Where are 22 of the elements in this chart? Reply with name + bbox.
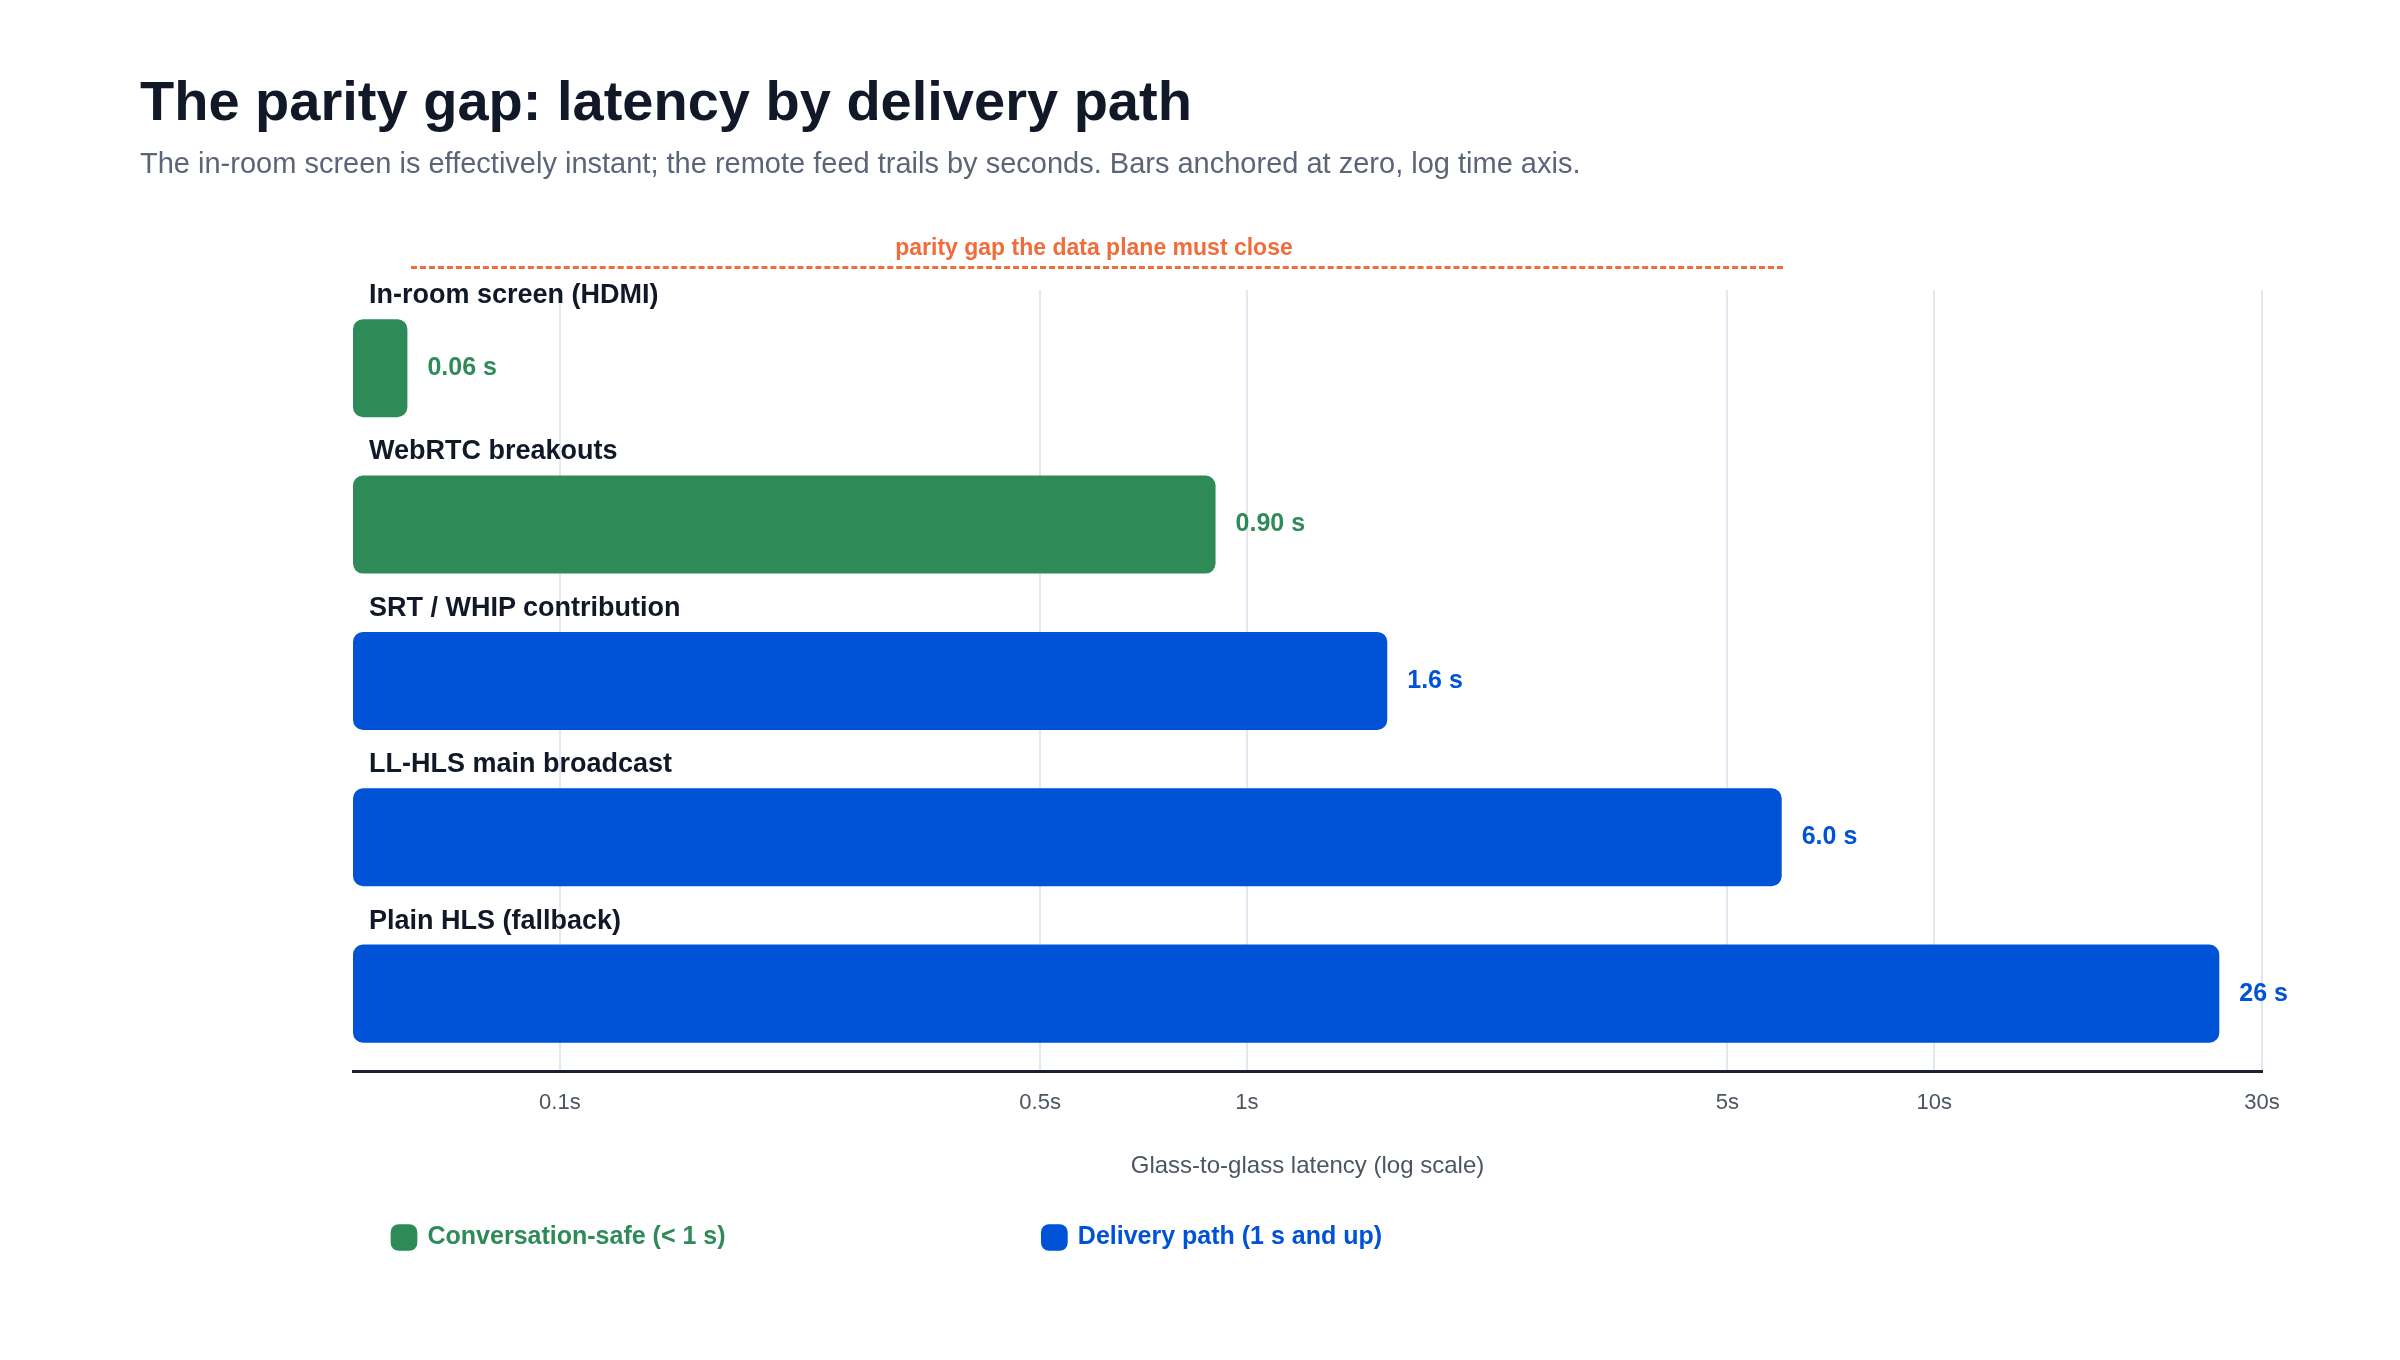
x-tick-label: 0.5s (1019, 1089, 1061, 1115)
text: parity gap the data plane must close (895, 233, 1293, 260)
x-tick-label: 30s (2244, 1089, 2280, 1115)
chart-subtitle: The in-room screen is effectively instant; the remote feed trails by seconds. Bars anchored at zero, log time axis. (140, 147, 1582, 180)
y-tick-label: WebRTC breakouts (369, 435, 618, 466)
data-label: 1.6 s (1407, 664, 1463, 693)
x-tick-label: 0.1s (539, 1089, 581, 1115)
x-axis-title: Glass-to-glass latency (log scale) (1130, 1151, 1485, 1179)
data-label: 26 s (2239, 977, 2288, 1006)
legend-label: Conversation-safe (< 1 s) (427, 1221, 1004, 1250)
data-label: 0.06 s (427, 352, 497, 381)
data-label: 0.90 s (1235, 508, 1306, 537)
y-tick-label: In-room screen (HDMI) (369, 279, 659, 310)
chart-title: The parity gap: latency by delivery path (140, 68, 1193, 133)
x-tick-label: 1s (1235, 1089, 1259, 1115)
y-tick-label: LL-HLS main broadcast (369, 748, 673, 779)
x-tick-label: 5s (1715, 1089, 1739, 1115)
y-tick-label: SRT / WHIP contribution (369, 591, 681, 622)
y-tick-label: Plain HLS (fallback) (369, 904, 622, 935)
data-label: 6.0 s (1801, 821, 1858, 850)
x-tick-label: 10s (1916, 1089, 1952, 1115)
legend-label: Delivery path (1 s and up) (1077, 1221, 1383, 1250)
